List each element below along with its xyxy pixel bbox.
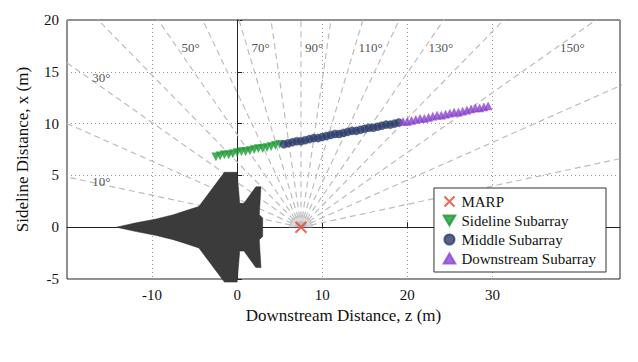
svg-text:Downstream Distance, z (m): Downstream Distance, z (m) xyxy=(246,306,441,325)
svg-text:Sideline Subarray: Sideline Subarray xyxy=(461,213,569,229)
svg-text:-10: -10 xyxy=(142,287,162,303)
svg-text:Downstream Subarray: Downstream Subarray xyxy=(461,251,596,267)
svg-text:20: 20 xyxy=(44,12,59,28)
svg-text:5: 5 xyxy=(52,167,60,183)
svg-text:10: 10 xyxy=(315,287,330,303)
svg-text:30: 30 xyxy=(485,287,500,303)
svg-text:Middle Subarray: Middle Subarray xyxy=(461,232,563,248)
svg-text:15: 15 xyxy=(44,64,59,80)
svg-text:MARP: MARP xyxy=(461,194,504,210)
svg-text:70°: 70° xyxy=(251,40,269,55)
svg-text:10: 10 xyxy=(44,116,59,132)
svg-text:-5: -5 xyxy=(47,271,60,287)
svg-text:0: 0 xyxy=(233,287,241,303)
svg-text:150°: 150° xyxy=(560,40,585,55)
svg-text:50°: 50° xyxy=(181,40,199,55)
svg-text:130°: 130° xyxy=(428,40,453,55)
svg-text:30°: 30° xyxy=(92,70,110,85)
svg-text:0: 0 xyxy=(52,219,60,235)
svg-text:Sideline Distance, x (m): Sideline Distance, x (m) xyxy=(13,67,32,232)
svg-text:90°: 90° xyxy=(305,40,323,55)
svg-text:110°: 110° xyxy=(359,40,383,55)
svg-text:10°: 10° xyxy=(92,174,110,189)
svg-text:20: 20 xyxy=(400,287,415,303)
